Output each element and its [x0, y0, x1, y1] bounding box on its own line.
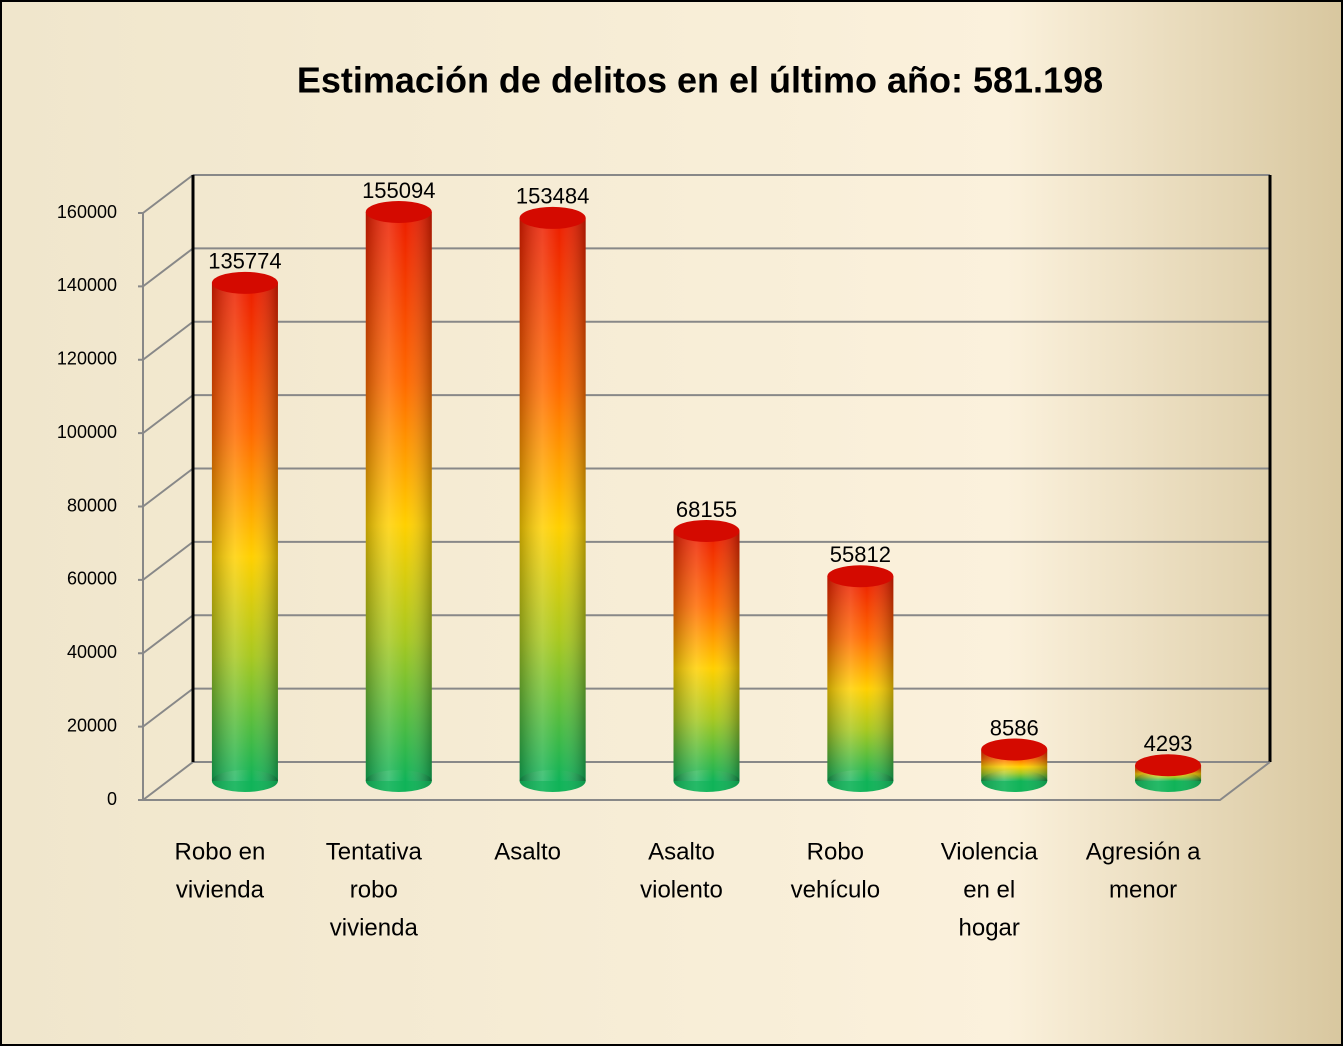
- bar-bottom-shade: [519, 770, 586, 792]
- bar: [981, 738, 1048, 792]
- x-tick-label: Robo: [807, 838, 864, 865]
- chart-title: Estimación de delitos en el último año: …: [297, 60, 1103, 101]
- side-grid-line: [142, 687, 194, 728]
- value-label: 8586: [990, 715, 1039, 740]
- x-tick-label: Robo en: [175, 838, 266, 865]
- bar-top: [1135, 754, 1202, 777]
- bar-top: [211, 271, 278, 294]
- y-tick-label: 60000: [67, 569, 117, 589]
- y-tick-label: 40000: [67, 642, 117, 662]
- side-grid-line: [142, 394, 194, 434]
- value-label: 155094: [362, 178, 435, 203]
- bar-top: [827, 565, 894, 588]
- x-tick-label: vivienda: [330, 914, 419, 941]
- value-label: 4293: [1144, 731, 1193, 756]
- x-tick-label: vivienda: [176, 876, 265, 903]
- value-label: 135774: [208, 249, 281, 274]
- bar-top: [673, 519, 740, 542]
- bar: [673, 519, 740, 792]
- y-tick-label: 160000: [57, 202, 117, 222]
- side-grid-line: [142, 320, 194, 361]
- bar: [519, 206, 586, 792]
- x-tick-label: Asalto: [494, 838, 561, 865]
- bar-top: [981, 738, 1048, 761]
- y-tick-label: 100000: [57, 422, 117, 442]
- x-tick-label: vehículo: [791, 876, 880, 903]
- x-tick-label: hogar: [959, 914, 1020, 941]
- x-tick-label: Asalto: [648, 838, 715, 865]
- y-tick-label: 0: [107, 789, 117, 809]
- side-grid-line: [142, 467, 194, 508]
- x-tick-label: violento: [640, 876, 723, 903]
- bar-top: [365, 200, 432, 223]
- bar-shade: [519, 217, 586, 781]
- bar-bottom-shade: [365, 770, 432, 792]
- side-grid-line: [142, 614, 194, 655]
- bar-bottom-shade: [827, 770, 894, 792]
- x-tick-label: en el: [963, 876, 1015, 903]
- value-label: 153484: [516, 184, 589, 209]
- bar-shade: [211, 282, 278, 781]
- side-grid-line: [142, 247, 194, 288]
- side-grid-line: [142, 541, 194, 581]
- bar-bottom-shade: [673, 770, 740, 792]
- value-label: 55812: [830, 542, 891, 567]
- bar-shade: [673, 530, 740, 781]
- x-tick-label: Agresión a: [1086, 838, 1201, 865]
- bar: [365, 200, 432, 792]
- bar-top: [519, 206, 586, 229]
- bar: [211, 271, 278, 792]
- y-tick-label: 140000: [57, 275, 117, 295]
- y-tick-label: 120000: [57, 349, 117, 369]
- bar: [827, 565, 894, 792]
- bar-bottom-shade: [1135, 770, 1202, 792]
- side-grid-line: [142, 761, 194, 801]
- floor-edge: [143, 761, 1271, 801]
- x-tick-label: robo: [350, 876, 398, 903]
- bar: [1135, 754, 1202, 792]
- bar-shade: [365, 211, 432, 781]
- x-tick-label: Violencia: [941, 838, 1039, 865]
- y-tick-label: 80000: [67, 495, 117, 515]
- x-tick-label: menor: [1109, 876, 1177, 903]
- bar-bottom-shade: [981, 770, 1048, 792]
- y-tick-label: 20000: [67, 715, 117, 735]
- bar-shade: [827, 576, 894, 781]
- value-label: 68155: [676, 497, 737, 522]
- side-grid-line: [142, 174, 194, 214]
- bar-bottom-shade: [211, 770, 278, 792]
- x-tick-label: Tentativa: [326, 838, 423, 865]
